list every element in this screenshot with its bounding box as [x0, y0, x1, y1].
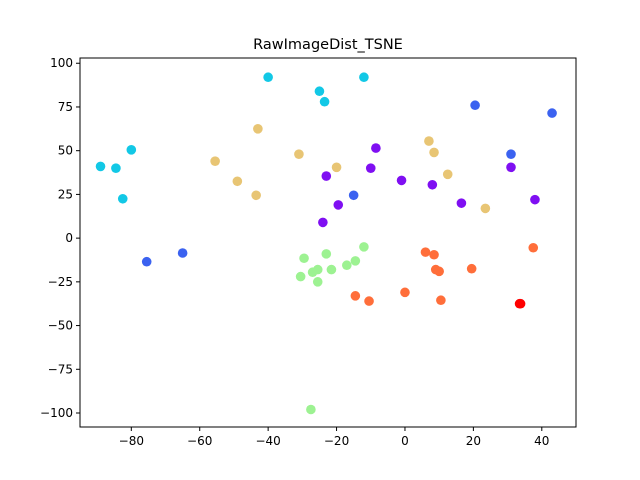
chart-title: RawImageDist_TSNE	[253, 37, 403, 53]
data-point	[466, 263, 477, 274]
data-point	[434, 266, 444, 277]
y-tick-label: 25	[58, 187, 73, 201]
data-point	[117, 193, 128, 204]
y-tick-label: 75	[58, 100, 73, 114]
data-point	[177, 248, 188, 258]
series-5	[350, 242, 539, 306]
plot-frame	[79, 57, 577, 428]
data-point	[442, 169, 453, 180]
data-point	[307, 267, 318, 278]
data-point	[111, 163, 121, 173]
data-point	[232, 176, 243, 187]
x-tick-label: 40	[534, 434, 549, 448]
data-point	[396, 175, 407, 186]
data-point	[342, 260, 352, 271]
y-tick-label: −75	[48, 362, 73, 376]
series-4	[295, 242, 369, 415]
series-2	[210, 124, 491, 214]
data-point	[294, 149, 304, 159]
data-point	[364, 296, 374, 306]
data-point	[210, 156, 220, 166]
y-tick-label: −50	[48, 319, 73, 333]
data-point	[295, 271, 306, 282]
data-point	[312, 277, 323, 287]
data-point	[319, 96, 330, 107]
data-point	[348, 190, 359, 201]
data-point	[420, 247, 431, 257]
data-point	[318, 217, 328, 228]
x-tick-label: 20	[466, 434, 481, 448]
data-point	[530, 194, 540, 205]
data-point	[359, 242, 369, 252]
x-tick-label: −40	[255, 434, 280, 448]
series-0	[95, 72, 369, 204]
data-point	[251, 190, 261, 201]
data-point	[359, 72, 369, 83]
data-point	[331, 162, 342, 173]
data-point	[306, 404, 316, 415]
data-point	[299, 253, 309, 264]
series-6	[514, 298, 526, 309]
data-point	[371, 143, 381, 153]
y-tick-label: 0	[65, 231, 73, 245]
data-point	[321, 249, 332, 259]
data-point	[506, 149, 516, 159]
data-point	[333, 200, 344, 210]
data-point	[429, 249, 439, 260]
x-tick-label: −80	[119, 434, 144, 448]
y-tick-label: 50	[58, 144, 73, 158]
data-point	[350, 256, 361, 266]
data-point	[429, 147, 439, 158]
x-tick-label: −20	[324, 434, 349, 448]
data-point	[470, 100, 480, 111]
data-point	[141, 256, 152, 267]
data-point	[480, 203, 491, 214]
data-point	[326, 264, 337, 275]
data-point	[365, 163, 376, 173]
data-point	[321, 171, 332, 181]
data-point	[515, 298, 526, 309]
data-point	[547, 108, 557, 118]
x-tick-label: 0	[401, 434, 409, 448]
data-point	[427, 179, 438, 190]
data-point	[436, 295, 446, 306]
series-1	[141, 100, 557, 267]
data-point	[95, 161, 106, 172]
data-points	[95, 72, 557, 415]
y-tick-label: 100	[50, 56, 73, 70]
y-tick-label: −25	[48, 275, 73, 289]
data-point	[126, 145, 137, 155]
data-point	[263, 72, 273, 83]
data-point	[506, 162, 516, 173]
data-point	[400, 287, 410, 298]
data-point	[314, 86, 325, 97]
series-3	[318, 143, 540, 228]
data-point	[350, 291, 361, 301]
x-tick-label: −60	[187, 434, 212, 448]
data-point	[253, 124, 263, 134]
data-point	[456, 198, 467, 208]
data-point	[528, 242, 539, 253]
axis-ticks: −80 −60 −40 −20 0 20 40 100 75 50 25 0 −25 −50 −75 −100	[40, 56, 549, 448]
y-tick-label: −100	[40, 406, 73, 420]
data-point	[424, 136, 434, 146]
